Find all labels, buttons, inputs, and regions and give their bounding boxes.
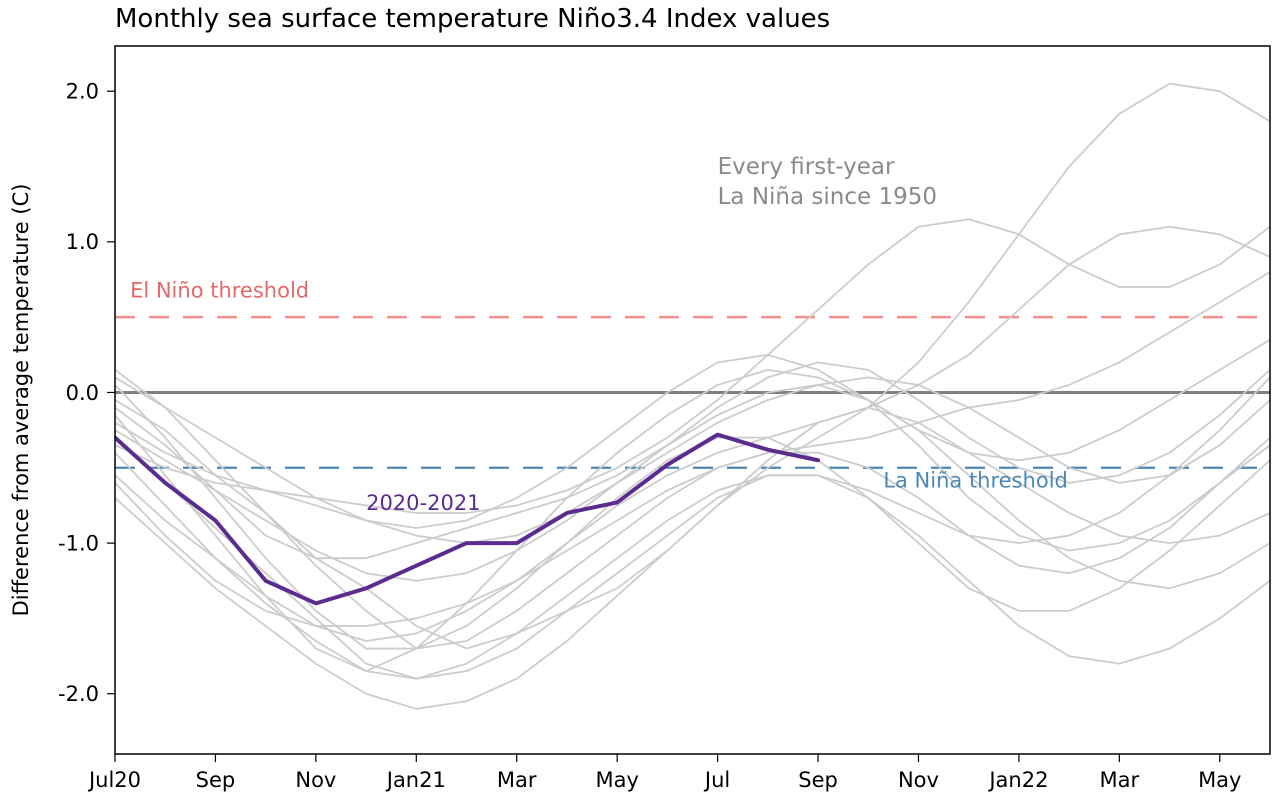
x-tick-label: Jul <box>703 768 730 792</box>
x-tick-label: Sep <box>196 768 236 792</box>
chart-background <box>0 0 1277 808</box>
la-nina-threshold-label: La Niña threshold <box>883 468 1068 492</box>
y-tick-label: 2.0 <box>66 80 99 104</box>
y-tick-label: -1.0 <box>58 531 99 555</box>
x-tick-label: Nov <box>295 768 336 792</box>
x-tick-label: Jan21 <box>385 768 446 792</box>
x-tick-label: Nov <box>898 768 939 792</box>
el-nino-threshold-label: El Niño threshold <box>130 279 309 303</box>
chart-title: Monthly sea surface temperature Niño3.4 … <box>115 4 830 34</box>
y-tick-label: -2.0 <box>58 682 99 706</box>
x-tick-label: Jan22 <box>987 768 1048 792</box>
x-tick-label: Sep <box>798 768 838 792</box>
y-axis-label: Difference from average temperature (C) <box>9 184 33 617</box>
y-tick-label: 0.0 <box>66 381 99 405</box>
current-year-label: 2020-2021 <box>366 491 480 515</box>
chart-root: Jul20 Sep Nov Jan21 Mar May Jul Sep Nov Jan22 Mar M… <box>0 0 1277 808</box>
x-tick-label: Jul20 <box>87 768 141 792</box>
historical-annotation-line2: La Niña since 1950 <box>718 184 937 210</box>
y-tick-label: 1.0 <box>66 230 99 254</box>
x-tick-label: May <box>595 768 638 792</box>
x-tick-label: Mar <box>497 768 537 792</box>
x-tick-label: Mar <box>1100 768 1140 792</box>
nino34-line-chart: Jul20 Sep Nov Jan21 Mar May Jul Sep Nov Jan22 Mar M… <box>0 0 1277 808</box>
x-tick-label: May <box>1198 768 1241 792</box>
historical-annotation-line1: Every first-year <box>718 154 895 180</box>
